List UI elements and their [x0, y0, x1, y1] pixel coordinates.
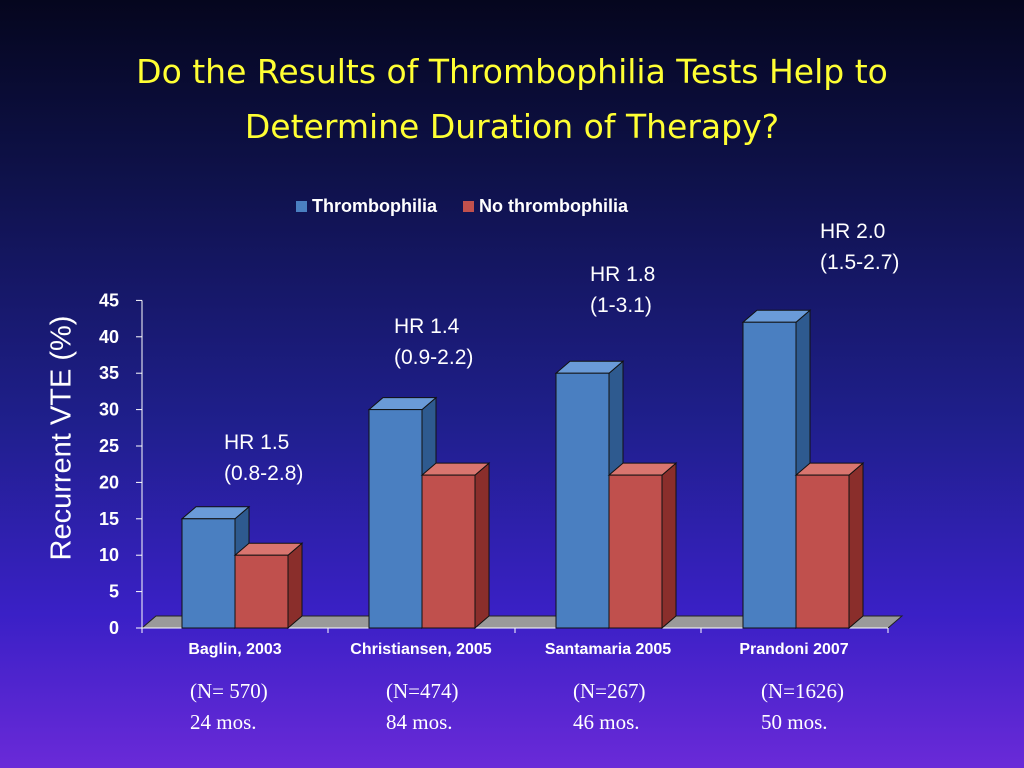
- bar-no-thrombophilia-prandoni-side: [848, 462, 864, 630]
- bar-no-thrombophilia-santamaria: [608, 474, 663, 629]
- bar-thrombophilia-prandoni: [742, 321, 797, 629]
- y-tick-label: 5: [109, 582, 119, 602]
- follow-up-duration: 50 mos.: [761, 710, 828, 734]
- title-line-2: Determine Duration of Therapy?: [244, 107, 780, 146]
- follow-up-duration: 84 mos.: [386, 710, 453, 734]
- sample-size: (N=1626): [761, 679, 844, 703]
- title-line-1: Do the Results of Thrombophilia Tests He…: [136, 52, 888, 91]
- legend-label-no-thrombophilia: No thrombophilia: [479, 196, 628, 216]
- y-tick-label: 10: [99, 545, 119, 565]
- legend-label-thrombophilia: Thrombophilia: [312, 196, 437, 216]
- hr-annotation-christiansen: HR 1.4 (0.9-2.2): [394, 311, 473, 373]
- hr-interval: (1-3.1): [590, 294, 652, 317]
- legend-swatch-thrombophilia: [296, 201, 307, 212]
- sample-size: (N=267): [573, 679, 646, 703]
- y-tick-label: 20: [99, 472, 119, 492]
- y-tick-label: 15: [99, 509, 119, 529]
- category-label-prandoni: Prandoni 2007: [739, 641, 849, 658]
- follow-up-duration: 46 mos.: [573, 710, 640, 734]
- study-note-prandoni: (N=1626) 50 mos.: [761, 676, 844, 738]
- hr-interval: (1.5-2.7): [820, 251, 900, 274]
- hr-value: HR 1.5: [224, 431, 290, 454]
- hr-annotation-prandoni: HR 2.0 (1.5-2.7): [820, 216, 899, 278]
- follow-up-duration: 24 mos.: [190, 710, 257, 734]
- hr-value: HR 1.4: [394, 315, 460, 338]
- bar-no-thrombophilia-christiansen: [421, 474, 476, 629]
- hr-annotation-baglin: HR 1.5 (0.8-2.8): [224, 427, 303, 489]
- bar-no-thrombophilia-santamaria-side: [661, 462, 677, 630]
- category-label-baglin: Baglin, 2003: [188, 641, 282, 658]
- chart-legend: Thrombophilia No thrombophilia: [296, 196, 628, 217]
- hr-annotation-santamaria: HR 1.8 (1-3.1): [590, 259, 655, 321]
- y-tick-label: 35: [99, 363, 119, 383]
- y-tick-label: 30: [99, 400, 119, 420]
- legend-item-thrombophilia: Thrombophilia: [296, 196, 437, 217]
- study-note-christiansen: (N=474) 84 mos.: [386, 676, 459, 738]
- category-label-santamaria: Santamaria 2005: [544, 641, 672, 658]
- hr-interval: (0.9-2.2): [394, 346, 474, 369]
- slide-title: Do the Results of Thrombophilia Tests He…: [0, 44, 1024, 154]
- bar-thrombophilia-christiansen: [368, 409, 423, 629]
- study-note-santamaria: (N=267) 46 mos.: [573, 676, 646, 738]
- y-tick-label: 0: [109, 618, 119, 638]
- bar-no-thrombophilia-baglin: [234, 554, 289, 629]
- sample-size: (N=474): [386, 679, 459, 703]
- sample-size: (N= 570): [190, 679, 268, 703]
- y-tick-label: 40: [99, 327, 119, 347]
- category-label-christiansen: Christiansen, 2005: [350, 641, 492, 658]
- hr-interval: (0.8-2.8): [224, 462, 304, 485]
- legend-swatch-no-thrombophilia: [463, 201, 474, 212]
- bar-thrombophilia-baglin: [181, 518, 236, 629]
- y-tick-label: 45: [99, 290, 119, 310]
- legend-item-no-thrombophilia: No thrombophilia: [463, 196, 628, 217]
- hr-value: HR 2.0: [820, 220, 886, 243]
- hr-value: HR 1.8: [590, 263, 656, 286]
- bar-no-thrombophilia-prandoni: [795, 474, 850, 629]
- bar-no-thrombophilia-christiansen-side: [474, 462, 490, 630]
- y-tick-label: 25: [99, 436, 119, 456]
- bar-no-thrombophilia-baglin-side: [287, 542, 303, 630]
- bar-thrombophilia-santamaria: [555, 372, 610, 629]
- study-note-baglin: (N= 570) 24 mos.: [190, 676, 268, 738]
